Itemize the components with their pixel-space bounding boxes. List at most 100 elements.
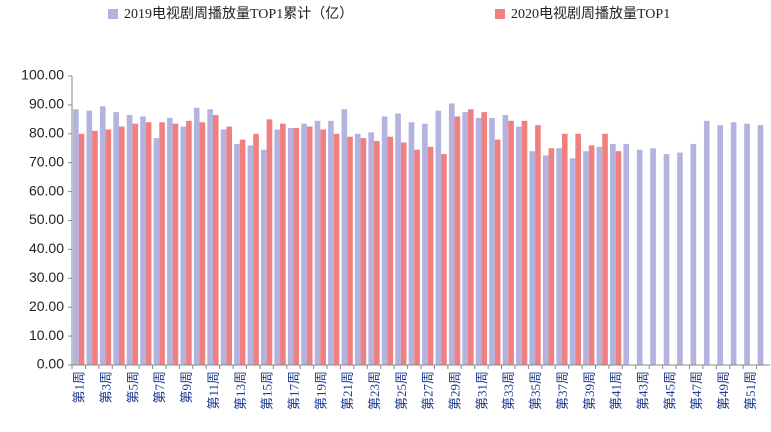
bar	[502, 115, 509, 365]
bar	[422, 123, 428, 365]
bar	[328, 120, 334, 365]
bar	[99, 106, 106, 365]
x-tick-label: 第9周	[179, 371, 194, 404]
y-tick-label: 60.00	[29, 182, 64, 198]
bar	[414, 149, 420, 365]
legend-label: 2020电视剧周播放量TOP1	[511, 6, 670, 22]
bar	[247, 145, 254, 365]
bar	[427, 146, 434, 365]
x-tick-label: 第5周	[125, 371, 140, 404]
bar	[395, 113, 401, 365]
x-tick-label: 第49周	[716, 371, 731, 410]
bar	[588, 145, 595, 365]
bar	[306, 126, 313, 365]
bar	[73, 109, 79, 365]
x-tick-label: 第33周	[501, 371, 516, 410]
bar	[757, 125, 764, 365]
bar	[172, 123, 179, 365]
bar	[602, 133, 608, 365]
bar	[516, 126, 522, 365]
bar	[615, 151, 622, 365]
x-tick-label: 第17周	[286, 371, 301, 410]
bar	[266, 119, 273, 365]
bar	[569, 158, 576, 365]
bar	[193, 107, 200, 365]
y-tick-label: 0.00	[37, 356, 64, 372]
x-tick-label: 第41周	[609, 371, 624, 410]
x-tick-label: 第39周	[582, 371, 597, 410]
bar	[301, 123, 307, 365]
bar	[703, 120, 710, 365]
bar	[78, 133, 85, 365]
x-tick-label: 第35周	[528, 371, 543, 410]
bar	[226, 126, 233, 365]
bar	[239, 139, 246, 365]
bar	[400, 142, 407, 365]
x-tick-label: 第51周	[743, 371, 758, 410]
y-tick-label: 30.00	[29, 269, 64, 285]
y-tick-label: 100.00	[21, 67, 64, 83]
bar	[441, 154, 447, 365]
x-tick-label: 第21周	[340, 371, 355, 410]
bar	[494, 139, 501, 365]
x-tick-label: 第43周	[635, 371, 650, 410]
bar	[489, 117, 495, 365]
legend-label: 2019电视剧周播放量TOP1累计（亿）	[124, 6, 353, 22]
bar	[475, 117, 482, 365]
bar	[260, 149, 267, 365]
y-tick-label: 40.00	[29, 240, 64, 256]
bar	[481, 112, 488, 365]
bar	[744, 123, 750, 365]
bar	[280, 123, 286, 365]
bar	[467, 109, 474, 365]
y-tick-label: 20.00	[29, 298, 64, 314]
y-tick-label: 90.00	[29, 96, 64, 112]
bar	[583, 151, 589, 365]
bar	[341, 109, 348, 365]
bar	[387, 136, 394, 365]
y-tick-label: 50.00	[29, 211, 64, 227]
x-tick-label: 第13周	[233, 371, 248, 410]
bar	[596, 146, 603, 365]
bar	[508, 120, 514, 365]
bar	[314, 120, 321, 365]
bar	[548, 148, 555, 365]
bar	[368, 132, 375, 365]
bar	[677, 152, 683, 365]
bar	[132, 123, 139, 365]
x-tick-label: 第47周	[689, 371, 704, 410]
bar	[274, 129, 281, 365]
bar	[220, 129, 227, 365]
bar	[529, 151, 536, 365]
bar	[145, 122, 152, 366]
x-tick-label: 第1周	[72, 371, 87, 404]
bar	[140, 116, 146, 366]
bar	[690, 143, 697, 365]
bar	[556, 148, 562, 365]
x-tick-label: 第27周	[421, 371, 436, 410]
bar	[730, 122, 737, 366]
bar	[105, 129, 112, 365]
legend-swatch	[108, 9, 118, 19]
bar	[354, 133, 361, 365]
bar	[561, 133, 568, 365]
x-tick-label: 第15周	[260, 371, 275, 410]
bar	[320, 129, 326, 365]
x-tick-label: 第23周	[367, 371, 382, 410]
bar	[167, 117, 173, 365]
bar	[333, 133, 340, 365]
bar	[448, 103, 455, 365]
bar	[253, 133, 259, 365]
bar	[650, 148, 656, 365]
bar	[636, 149, 643, 365]
bar	[435, 110, 442, 366]
bar	[159, 122, 165, 366]
bar	[374, 141, 380, 365]
bar	[199, 122, 206, 366]
bar	[663, 154, 670, 365]
x-tick-label: 第3周	[99, 371, 114, 404]
y-tick-label: 70.00	[29, 153, 64, 169]
x-tick-label: 第25周	[394, 371, 409, 410]
x-tick-label: 第29周	[448, 371, 463, 410]
